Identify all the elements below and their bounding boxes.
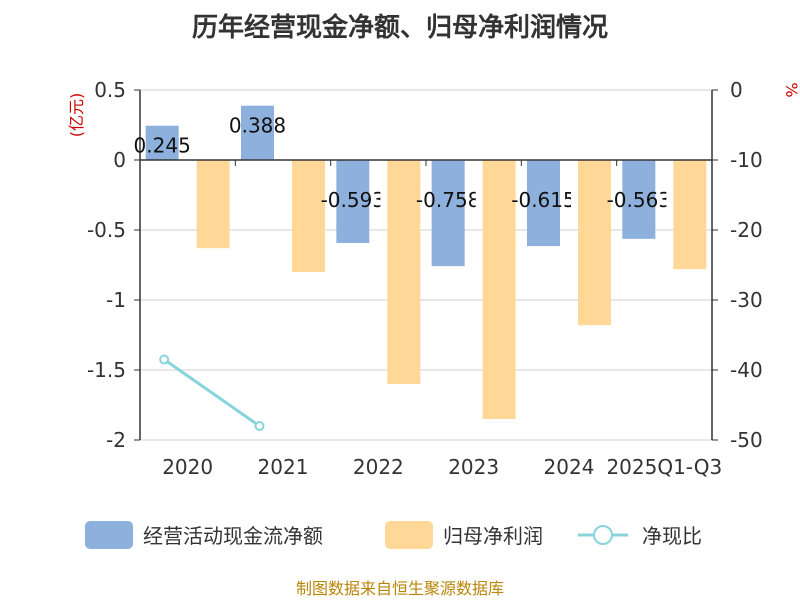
legend-label-cashflow: 经营活动现金流净额: [143, 524, 323, 548]
bars: [145, 105, 707, 419]
right-tick-label: -30: [730, 288, 763, 312]
left-tick-label: -0.5: [87, 218, 126, 242]
right-tick-label: -50: [730, 428, 763, 452]
cashflow-data-label: -0.593: [321, 188, 385, 212]
x-tick-label: 2020: [162, 455, 213, 479]
right-tick-label: -10: [730, 148, 763, 172]
x-tick-label: 2024: [544, 455, 595, 479]
ratio-point: [159, 354, 170, 365]
left-tick-label: 0.5: [94, 78, 126, 102]
x-tick-label: 2025Q1-Q3: [606, 455, 722, 479]
legend-swatch-cashflow: [85, 521, 133, 549]
ratio-point: [254, 421, 265, 431]
right-tick-label: -20: [730, 218, 763, 242]
cashflow-bar: [622, 160, 656, 239]
cashflow-data-label: 0.245: [134, 134, 191, 158]
profit-bar: [482, 160, 516, 419]
cashflow-data-label: -0.758: [416, 188, 480, 212]
cashflow-bar: [527, 160, 560, 247]
profit-bar: [196, 160, 230, 249]
legend-label-profit: 归母净利润: [443, 524, 543, 548]
cashflow-bar: [241, 105, 274, 160]
left-tick-label: -2: [106, 428, 126, 452]
legend: 经营活动现金流净额 归母净利润 净现比: [85, 521, 702, 549]
x-tick-label: 2022: [353, 455, 404, 479]
cashflow-data-label: 0.388: [229, 114, 286, 138]
right-tick-label: -40: [730, 358, 763, 382]
right-tick-label: 0: [730, 78, 743, 102]
axes: [134, 89, 718, 441]
cashflow-bar: [145, 125, 179, 160]
grid-lines: [140, 89, 712, 441]
left-axis-unit: (亿元): [67, 93, 86, 138]
cashflow-data-label: -0.563: [607, 188, 671, 212]
legend-swatch-profit: [385, 521, 433, 549]
left-tick-label: 0: [113, 148, 126, 172]
profit-bar: [387, 160, 421, 384]
x-tick-label: 2023: [448, 455, 499, 479]
left-tick-label: -1.5: [87, 358, 126, 382]
profit-bar: [673, 160, 707, 270]
data-labels: 0.245 0.388 -0.593 -0.758 -0.615 -0.563: [134, 114, 671, 212]
ratio-line-path: [163, 358, 261, 428]
ratio-line: [159, 354, 265, 431]
right-axis-unit: %: [782, 82, 800, 97]
cashflow-data-label: -0.615: [511, 188, 575, 212]
legend-label-ratio: 净现比: [642, 524, 702, 548]
source-note: 制图数据来自恒生聚源数据库: [296, 579, 504, 598]
profit-bar: [292, 160, 325, 272]
cashflow-bar: [431, 160, 465, 267]
chart-title: 历年经营现金净额、归母净利润情况: [192, 12, 608, 43]
left-tick-label: -1: [106, 288, 126, 312]
x-tick-label: 2021: [258, 455, 309, 479]
legend-marker-ratio: [593, 525, 613, 545]
cashflow-bar: [336, 160, 370, 244]
profit-bar: [578, 160, 611, 326]
